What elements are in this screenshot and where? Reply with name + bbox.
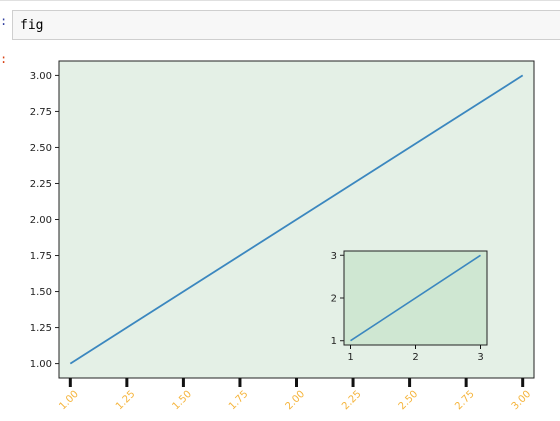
cell-code-text: fig [20,18,44,33]
code-cell-input[interactable]: fig [12,10,560,40]
inset-axes: 1 2 3 1 2 3 [331,250,488,363]
main-x-tick-label: 2.25 [340,389,364,413]
inset-y-tick-label: 3 [331,251,337,262]
input-prompt: : [0,14,8,28]
inset-series-line-0 [350,254,481,342]
inset-y-tick-label: 1 [331,336,337,347]
main-y-tick-label: 2.50 [30,143,52,154]
main-y-tick-label: 2.75 [30,107,52,118]
inset-x-tick-label: 3 [477,352,483,363]
main-y-tick-label: 1.25 [30,323,52,334]
main-x-tick-label: 1.00 [57,389,81,413]
main-x-tick-label: 2.75 [453,389,477,413]
main-x-tick-label: 2.50 [397,389,421,413]
main-axes: 1.00 1.25 1.50 1.75 2.00 2.25 2.50 2.75 3.00 1.00… [30,60,535,413]
inset-x-tick-label: 1 [347,352,353,363]
main-x-tick-label: 1.25 [114,389,138,413]
main-x-tick-label: 1.50 [170,389,194,413]
top-divider [0,0,560,1]
main-y-tick-label: 3.00 [30,71,52,82]
main-y-tick-label: 1.50 [30,287,52,298]
main-x-tick-label: 3.00 [510,389,534,413]
output-prompt: : [0,52,8,66]
main-y-tick-label: 2.00 [30,215,52,226]
main-y-tick-label: 2.25 [30,179,52,190]
main-x-tick-label: 1.75 [227,389,251,413]
main-y-tick-label: 1.75 [30,251,52,262]
main-x-tick-label: 2.00 [284,389,308,413]
inset-y-tick-label: 2 [331,294,337,305]
main-y-tick-label: 1.00 [30,359,52,370]
main-series-line-0 [69,74,524,365]
inset-x-tick-label: 2 [412,352,418,363]
